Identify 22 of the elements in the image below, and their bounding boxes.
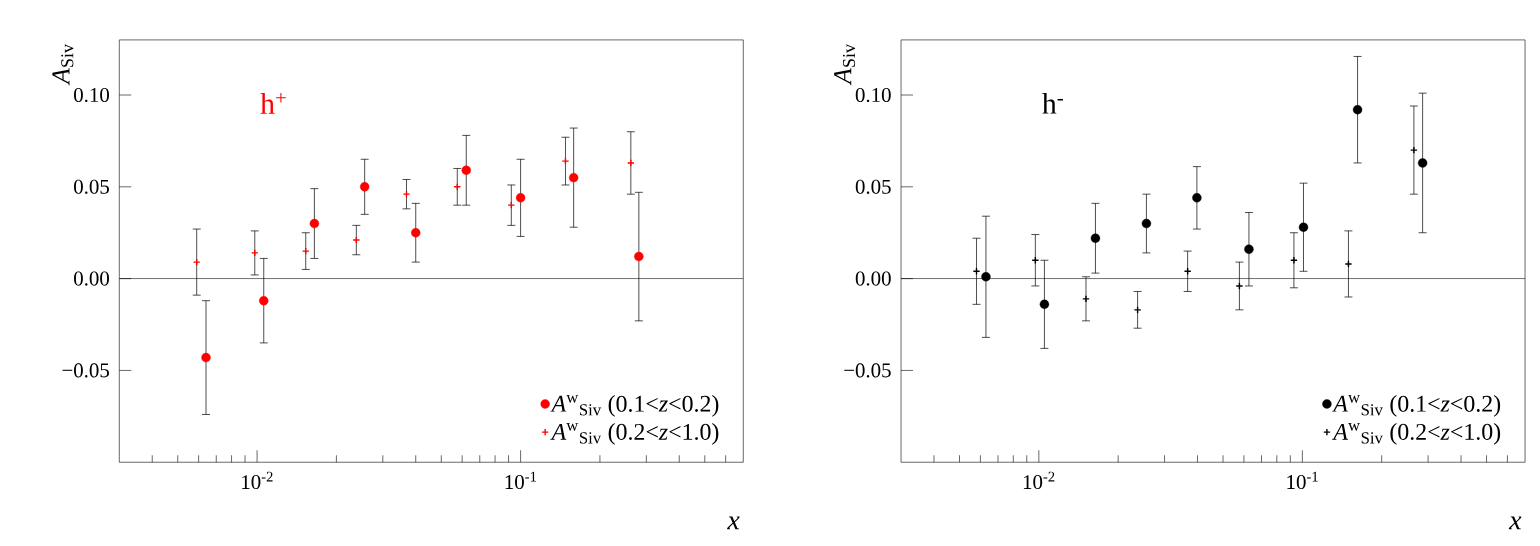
- y-tick-label: 0.05: [855, 179, 891, 194]
- y-tick-label: 0.00: [74, 271, 109, 286]
- y-tick-label: −0.05: [844, 363, 891, 378]
- x-tick-label: 10$^{-1}$: [505, 471, 537, 490]
- x-tick-label: 10$^{-2}$: [1023, 471, 1055, 490]
- y-tick-label: 0.00: [855, 271, 891, 286]
- y-axis-title: A$_{Siv}$: [52, 43, 74, 86]
- annotation: h$^{-}$: [1042, 92, 1063, 114]
- y-tick-label: −0.05: [62, 363, 109, 378]
- x-tick-label: 10$^{-1}$: [1287, 471, 1318, 490]
- annotation: h$^{+}$: [260, 92, 286, 114]
- y-tick-label: 0.10: [855, 87, 891, 103]
- y-tick-label: 0.10: [74, 87, 109, 103]
- legend-label: A$^{w}$$_{Siv}$ (0.1<z<0.2): [1332, 394, 1501, 417]
- legend-label: A$^{w}$$_{Siv}$ (0.2<z<1.0): [1332, 422, 1501, 445]
- y-tick-label: 0.05: [74, 179, 109, 194]
- legend-label: A$^{w}$$_{Siv}$ (0.2<z<1.0): [550, 422, 719, 445]
- legend-label: A$^{w}$$_{Siv}$ (0.1<z<0.2): [550, 394, 719, 417]
- x-axis-title: x: [1508, 516, 1522, 530]
- x-tick-label: 10$^{-2}$: [242, 471, 273, 490]
- x-axis-title: x: [727, 516, 740, 530]
- y-axis-title: A$_{Siv}$: [834, 43, 856, 86]
